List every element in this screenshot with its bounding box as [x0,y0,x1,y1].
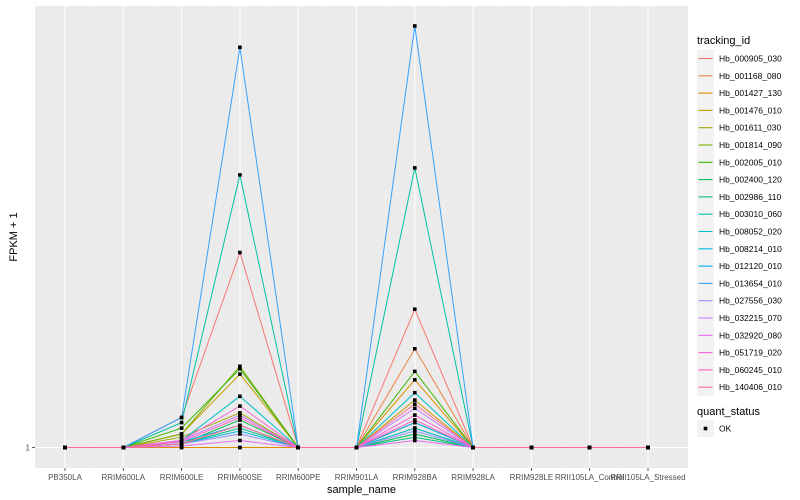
legend-label-Hb_012120_010: Hb_012120_010 [719,261,782,271]
data-point [413,347,417,351]
legend-title-tracking-id: tracking_id [697,35,750,47]
plot-panel [35,6,688,468]
data-point [238,413,242,417]
x-tick-label: RRIM600LE [160,473,204,482]
x-axis-title: sample_name [327,484,396,496]
data-point [179,444,184,448]
legend-label-Hb_001168_080: Hb_001168_080 [719,71,782,81]
data-point [238,411,242,415]
data-point [413,406,417,411]
legend-ok-point [703,426,708,431]
legend-label-Hb_001476_010: Hb_001476_010 [719,105,782,115]
data-point [471,445,475,450]
legend-label-Hb_051719_020: Hb_051719_020 [719,348,782,358]
data-point [413,418,417,422]
legend-label-Hb_013654_010: Hb_013654_010 [719,278,782,288]
x-tick-label: RRIM600PE [276,473,320,482]
legend-label-Hb_008214_010: Hb_008214_010 [719,244,782,254]
legend-label-Hb_001611_030: Hb_001611_030 [719,123,782,133]
legend-label-Hb_000905_030: Hb_000905_030 [719,54,782,64]
data-point [413,378,417,382]
data-point [413,438,417,443]
data-point [413,24,417,28]
data-point [238,364,242,369]
data-point [296,445,300,450]
legend-label-Hb_002986_110: Hb_002986_110 [719,192,782,202]
data-point [238,250,242,255]
data-point [413,390,417,395]
data-point [413,398,417,402]
data-point [413,413,417,417]
legend-label-Hb_002005_010: Hb_002005_010 [719,157,782,167]
data-point [179,435,184,439]
data-point [413,402,417,406]
data-point [413,435,417,439]
y-axis-title: FPKM + 1 [8,212,20,261]
data-point [238,423,242,428]
data-point [179,440,184,444]
data-point [413,432,417,436]
x-tick-label: RRIM928LE [510,473,554,482]
legend: tracking_id Hb_000905_030Hb_001168_080Hb… [697,35,782,437]
data-point [529,445,534,450]
data-point [413,420,417,425]
data-point [413,307,417,311]
y-axis: 1 [26,444,35,453]
data-point [587,445,592,450]
data-point [179,426,184,430]
legend-label-Hb_032920_080: Hb_032920_080 [719,330,782,340]
data-point [238,367,242,371]
legend-label-Hb_027556_030: Hb_027556_030 [719,296,782,306]
x-axis: PB350LA RRIM600LA RRIM600LE RRIM600SE RRIM60… [48,468,686,482]
data-point [238,394,242,399]
data-point [238,173,242,177]
data-point [413,166,417,170]
legend-label-Hb_001427_130: Hb_001427_130 [719,88,782,98]
data-point [179,420,184,425]
data-point [238,426,242,430]
legend-label-Hb_002400_120: Hb_002400_120 [719,175,782,185]
x-tick-label: RRII105LA_Control [555,473,625,482]
data-point [238,404,242,408]
legend-label-Hb_060245_010: Hb_060245_010 [719,365,782,375]
legend-label-ok: OK [719,424,732,434]
legend-label-Hb_140406_010: Hb_140406_010 [719,382,782,392]
data-point [238,45,242,50]
data-point [413,369,417,374]
x-tick-label: RRIM600LA [102,473,146,482]
data-point [63,445,67,450]
data-point [413,429,417,433]
x-tick-label: RRIM600SE [218,473,262,482]
legend-title-quant-status: quant_status [697,406,760,418]
data-point [238,418,242,422]
x-tick-label: RRIM928LA [451,473,495,482]
legend-label-Hb_001814_090: Hb_001814_090 [719,140,782,150]
data-point [238,429,242,433]
data-point [238,372,242,376]
y-tick-label: 1 [26,444,31,453]
data-point [179,415,184,420]
x-tick-label: RRII105LA_Stressed [610,473,685,482]
data-point [238,445,242,450]
data-point [121,445,126,450]
data-point [646,445,650,450]
data-point [238,438,242,443]
legend-items: Hb_000905_030 Hb_001168_080 Hb_001427_130 H… [697,50,782,396]
data-point [238,415,242,420]
data-point [413,426,417,430]
x-tick-label: RRIM928BA [393,473,438,482]
legend-label-Hb_008052_020: Hb_008052_020 [719,227,782,237]
data-point [238,432,242,436]
x-tick-label: RRIM901LA [335,473,379,482]
data-point [179,442,184,446]
data-points [63,24,650,450]
legend-label-Hb_003010_060: Hb_003010_060 [719,209,782,219]
legend-label-Hb_032215_070: Hb_032215_070 [719,313,782,323]
x-tick-label: PB350LA [48,473,82,482]
data-point [179,432,184,436]
data-point [354,445,359,450]
